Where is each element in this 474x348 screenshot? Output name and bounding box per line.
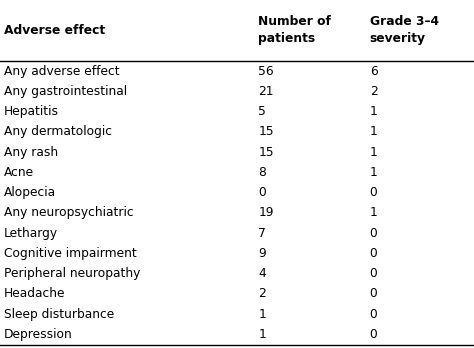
- Text: Grade 3–4
severity: Grade 3–4 severity: [370, 15, 439, 46]
- Text: 0: 0: [370, 227, 377, 239]
- Text: 1: 1: [258, 328, 266, 341]
- Text: 1: 1: [370, 105, 377, 118]
- Text: 1: 1: [370, 206, 377, 219]
- Text: Cognitive impairment: Cognitive impairment: [4, 247, 137, 260]
- Text: 0: 0: [258, 186, 266, 199]
- Text: 8: 8: [258, 166, 266, 179]
- Text: 0: 0: [370, 287, 377, 300]
- Text: 21: 21: [258, 85, 274, 98]
- Text: Lethargy: Lethargy: [4, 227, 58, 239]
- Text: 9: 9: [258, 247, 266, 260]
- Text: 6: 6: [370, 64, 377, 78]
- Text: 4: 4: [258, 267, 266, 280]
- Text: 19: 19: [258, 206, 274, 219]
- Text: Sleep disturbance: Sleep disturbance: [4, 308, 114, 321]
- Text: Acne: Acne: [4, 166, 34, 179]
- Text: 0: 0: [370, 186, 377, 199]
- Text: Depression: Depression: [4, 328, 73, 341]
- Text: 0: 0: [370, 247, 377, 260]
- Text: 1: 1: [370, 166, 377, 179]
- Text: Headache: Headache: [4, 287, 65, 300]
- Text: 1: 1: [370, 145, 377, 159]
- Text: 56: 56: [258, 64, 274, 78]
- Text: Any adverse effect: Any adverse effect: [4, 64, 119, 78]
- Text: Hepatitis: Hepatitis: [4, 105, 59, 118]
- Text: Adverse effect: Adverse effect: [4, 24, 105, 37]
- Text: 7: 7: [258, 227, 266, 239]
- Text: 0: 0: [370, 308, 377, 321]
- Text: 1: 1: [258, 308, 266, 321]
- Text: 1: 1: [370, 125, 377, 138]
- Text: Alopecia: Alopecia: [4, 186, 56, 199]
- Text: 2: 2: [370, 85, 377, 98]
- Text: Peripheral neuropathy: Peripheral neuropathy: [4, 267, 140, 280]
- Text: 15: 15: [258, 145, 274, 159]
- Text: 0: 0: [370, 328, 377, 341]
- Text: 15: 15: [258, 125, 274, 138]
- Text: Any dermatologic: Any dermatologic: [4, 125, 112, 138]
- Text: 5: 5: [258, 105, 266, 118]
- Text: 2: 2: [258, 287, 266, 300]
- Text: Number of
patients: Number of patients: [258, 15, 331, 46]
- Text: Any rash: Any rash: [4, 145, 58, 159]
- Text: Any neuropsychiatric: Any neuropsychiatric: [4, 206, 133, 219]
- Text: Any gastrointestinal: Any gastrointestinal: [4, 85, 127, 98]
- Text: 0: 0: [370, 267, 377, 280]
